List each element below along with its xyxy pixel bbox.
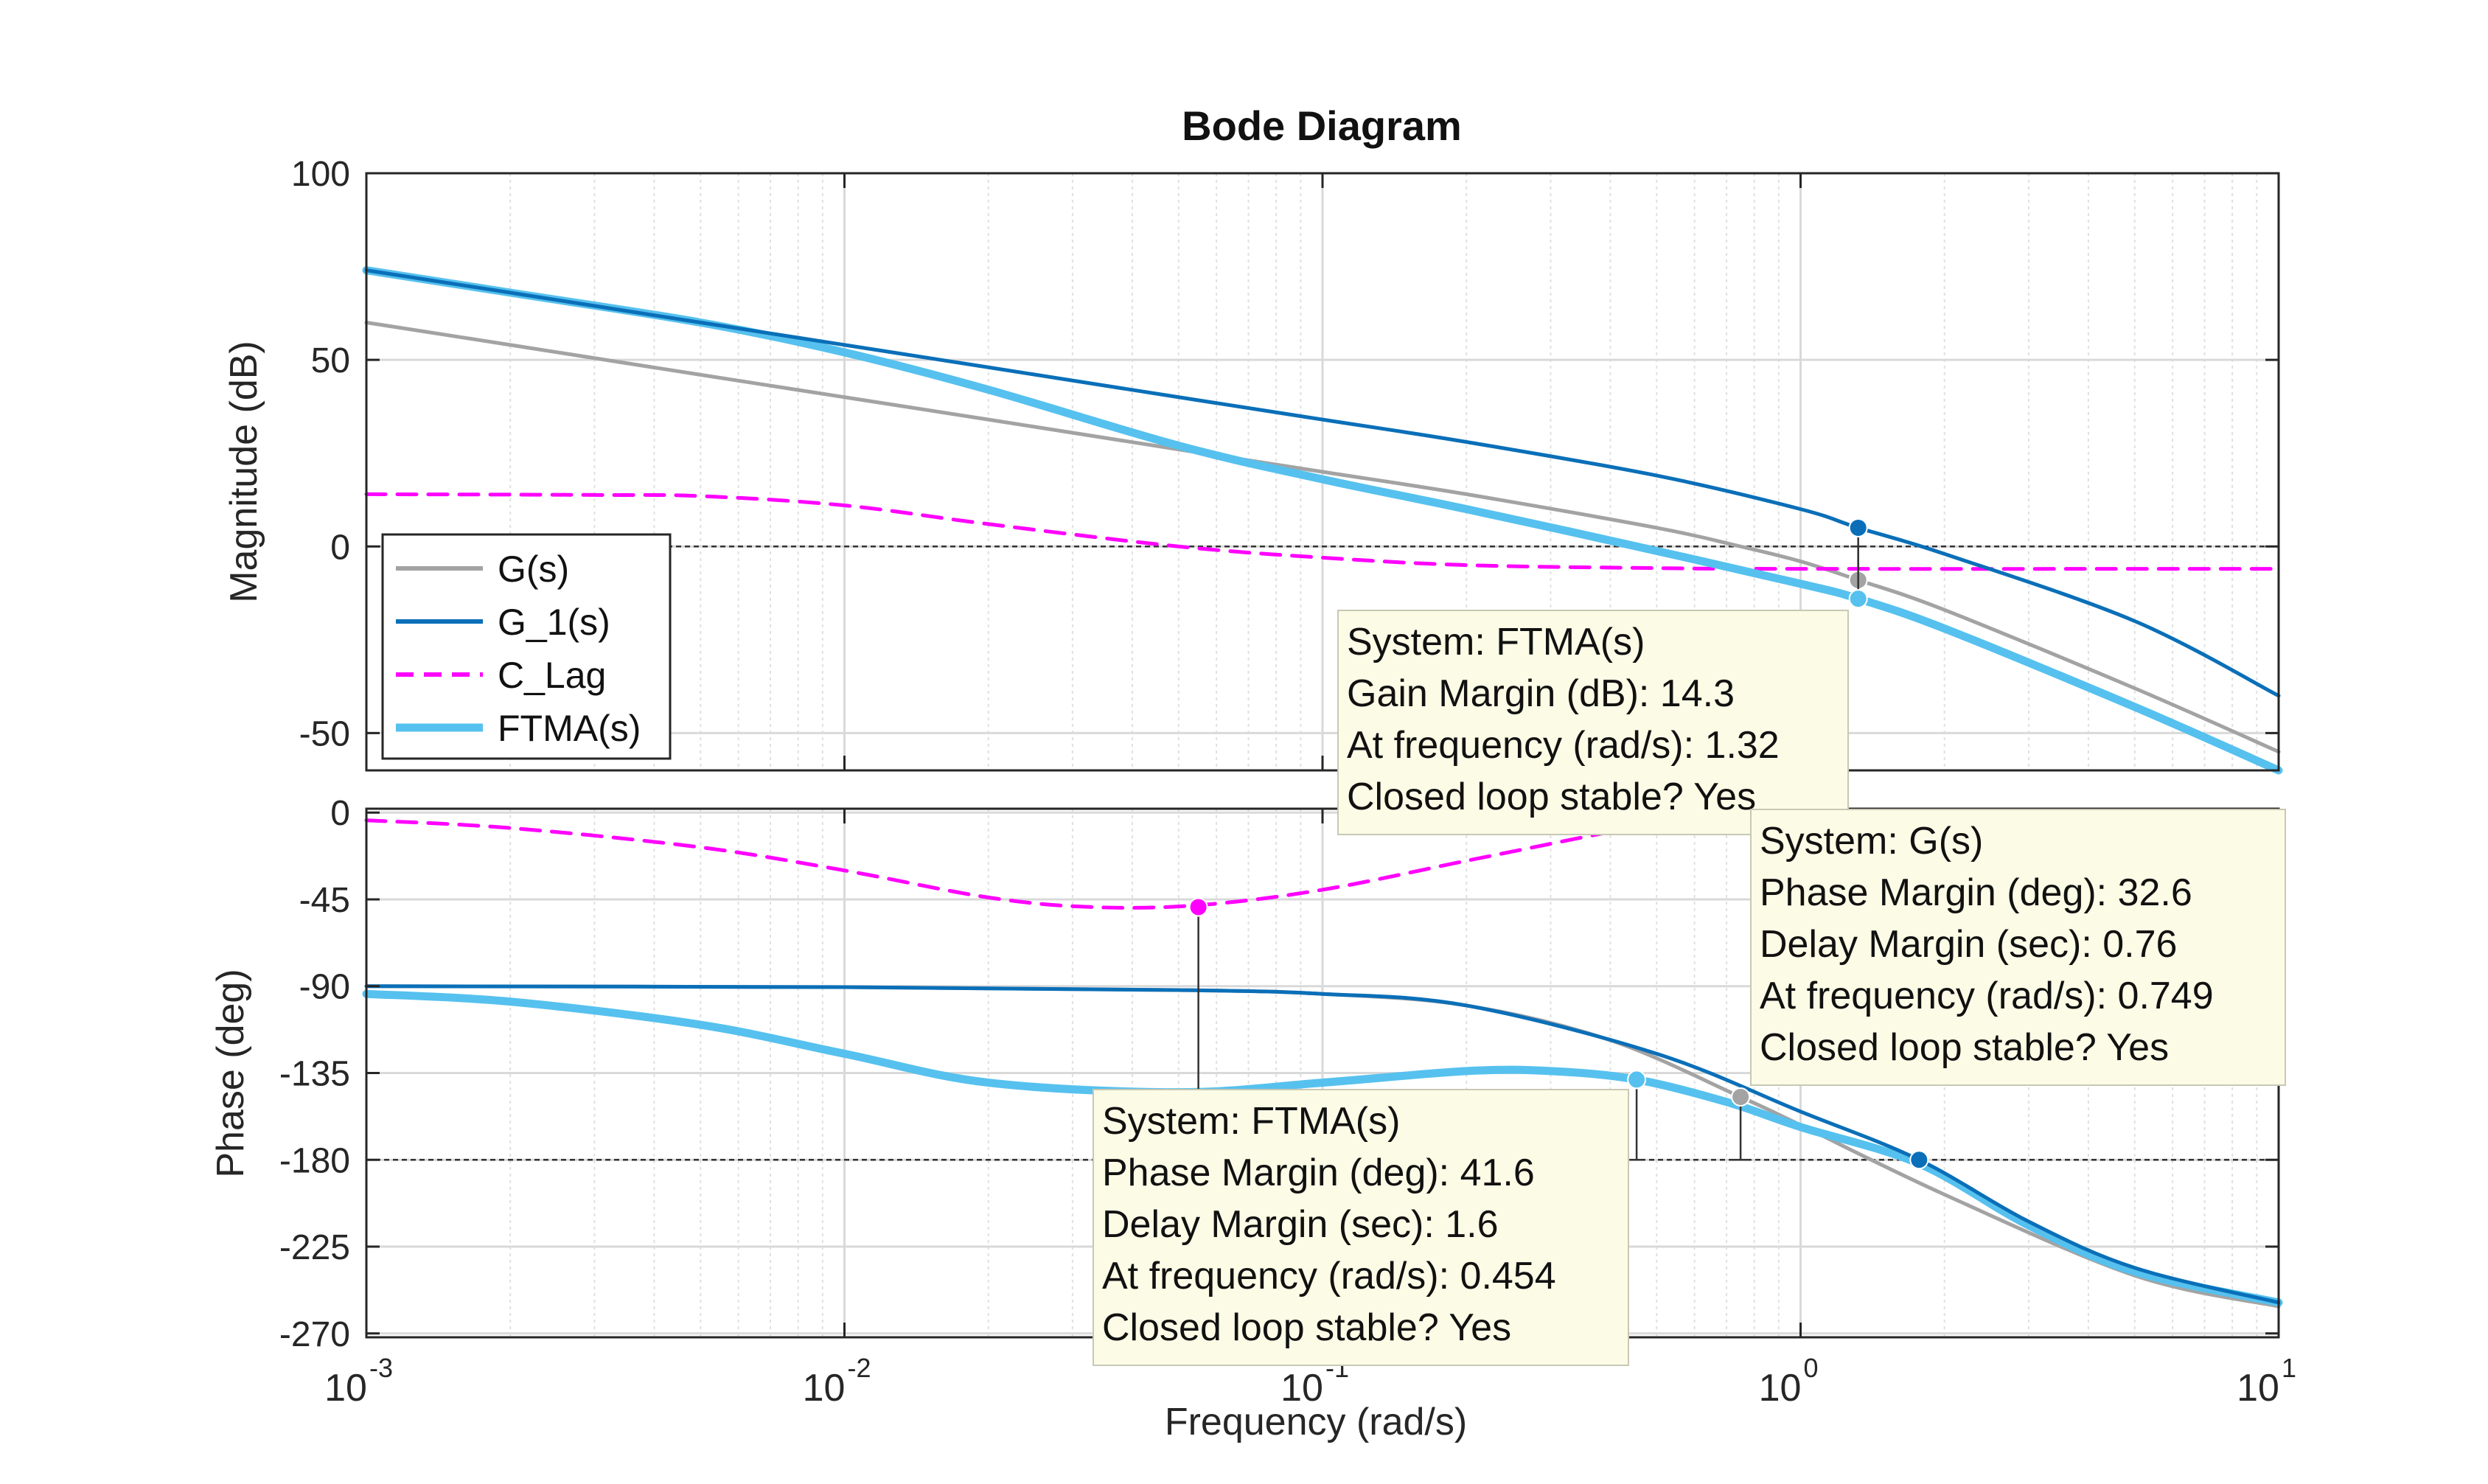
legend-label-g-1-s: G_1(s) <box>498 602 610 643</box>
x-tick-label-exponent: 1 <box>2282 1353 2296 1383</box>
magnitude-panel: -50 0 50 100 Magnitude (dB) <box>223 155 2283 775</box>
y-tick-label: 0 <box>330 794 350 833</box>
data-tip-line: At frequency (rad/s): 0.454 <box>1102 1255 1556 1297</box>
x-tick-label-exponent: -2 <box>848 1353 871 1383</box>
data-tip-line: Closed loop stable? Yes <box>1347 776 1756 818</box>
data-tip-line: Phase Margin (deg): 41.6 <box>1102 1152 1535 1194</box>
marker-point-g-s[interactable] <box>1731 1087 1751 1107</box>
y-tick-label: 100 <box>291 155 350 194</box>
x-axis-label: Frequency (rad/s) <box>1165 1401 1467 1443</box>
marker-point-ftma-s[interactable] <box>1627 1070 1647 1090</box>
y-tick-label: 50 <box>311 341 350 380</box>
data-tip-line: System: FTMA(s) <box>1347 621 1645 663</box>
legend-box <box>381 533 672 760</box>
phase-series <box>362 818 2283 1309</box>
data-tip-line: Closed loop stable? Yes <box>1760 1026 2169 1069</box>
data-tip-box <box>1750 809 2286 1086</box>
y-tick-label: -270 <box>279 1315 350 1354</box>
marker-point-c-lag[interactable] <box>1188 897 1208 917</box>
x-tick-label: 10 <box>803 1367 846 1410</box>
data-tip-line: Closed loop stable? Yes <box>1102 1306 1511 1349</box>
marker-point-ftma-s[interactable] <box>1848 589 1868 609</box>
data-tip-3[interactable]: System: FTMA(s) Phase Margin (deg): 41.6 D… <box>1093 1089 1629 1366</box>
marker-point-g-1-s[interactable] <box>1909 1150 1929 1170</box>
magnitude-y-ticks: -50 0 50 100 <box>291 155 2279 753</box>
y-tick-label: -90 <box>299 968 350 1007</box>
y-tick-label: -180 <box>279 1141 350 1180</box>
data-tip-line: At frequency (rad/s): 0.749 <box>1760 975 2214 1017</box>
marker-point-g-1-s[interactable] <box>1848 518 1868 537</box>
magnitude-series <box>362 266 2283 775</box>
phase-y-ticks: 0 -45 -90 -135 -180 -225 -270 <box>279 794 2279 1354</box>
data-tip-line: Delay Margin (sec): 0.76 <box>1760 923 2177 966</box>
legend-label-c-lag: C_Lag <box>498 655 606 696</box>
magnitude-y-axis-label: Magnitude (dB) <box>223 341 265 603</box>
y-tick-label: -45 <box>299 881 350 920</box>
x-tick-label: 10 <box>324 1367 367 1410</box>
y-tick-label: -50 <box>299 714 350 753</box>
data-tip-2[interactable]: System: G(s) Phase Margin (deg): 32.6 Dela… <box>1750 809 2286 1086</box>
data-tip-box <box>1337 610 1849 835</box>
legend-label-ftma-s: FTMA(s) <box>498 708 641 749</box>
x-axis-ticks: 10 -3 10 -2 10 -1 10 0 10 1 <box>324 173 2296 1410</box>
data-tip-line: Gain Margin (dB): 14.3 <box>1347 672 1735 715</box>
x-tick-label: 10 <box>1759 1367 1802 1410</box>
y-tick-label: -135 <box>279 1055 350 1094</box>
x-tick-label-exponent: -3 <box>369 1353 393 1383</box>
x-tick-label: 10 <box>1280 1367 1323 1410</box>
data-tip-line: Delay Margin (sec): 1.6 <box>1102 1203 1499 1246</box>
data-tip-line: At frequency (rad/s): 1.32 <box>1347 724 1780 767</box>
series-line-g-s <box>364 321 2281 754</box>
x-tick-label: 10 <box>2237 1367 2279 1410</box>
x-tick-label-exponent: 0 <box>1804 1353 1819 1383</box>
chart-title: Bode Diagram <box>1182 102 1462 149</box>
data-tip-1[interactable]: System: FTMA(s) Gain Margin (dB): 14.3 At … <box>1337 610 1849 835</box>
series-line-g-1-s <box>364 268 2281 698</box>
data-tip-box <box>1093 1089 1629 1366</box>
data-tip-line: Phase Margin (deg): 32.6 <box>1760 871 2192 914</box>
series-line-ftma-s <box>362 989 2283 1307</box>
y-tick-label: 0 <box>330 528 350 567</box>
data-tip-line: System: FTMA(s) <box>1102 1100 1400 1143</box>
y-tick-label: -225 <box>279 1228 350 1267</box>
phase-y-axis-label: Phase (deg) <box>209 969 252 1177</box>
legend-entries: G(s) G_1(s) C_Lag FTMA(s) <box>396 548 641 749</box>
data-tips: System: FTMA(s) Gain Margin (dB): 14.3 At … <box>1093 610 2286 1366</box>
legend: G(s) G_1(s) C_Lag FTMA(s) <box>381 533 672 760</box>
series-line-c-lag <box>364 818 1659 910</box>
magnitude-markers <box>1848 518 1868 609</box>
series-line-c-lag <box>364 492 2281 571</box>
data-tip-line: System: G(s) <box>1760 820 1983 863</box>
legend-label-g-s: G(s) <box>498 548 569 590</box>
series-line-g-1-s <box>364 984 2281 1305</box>
